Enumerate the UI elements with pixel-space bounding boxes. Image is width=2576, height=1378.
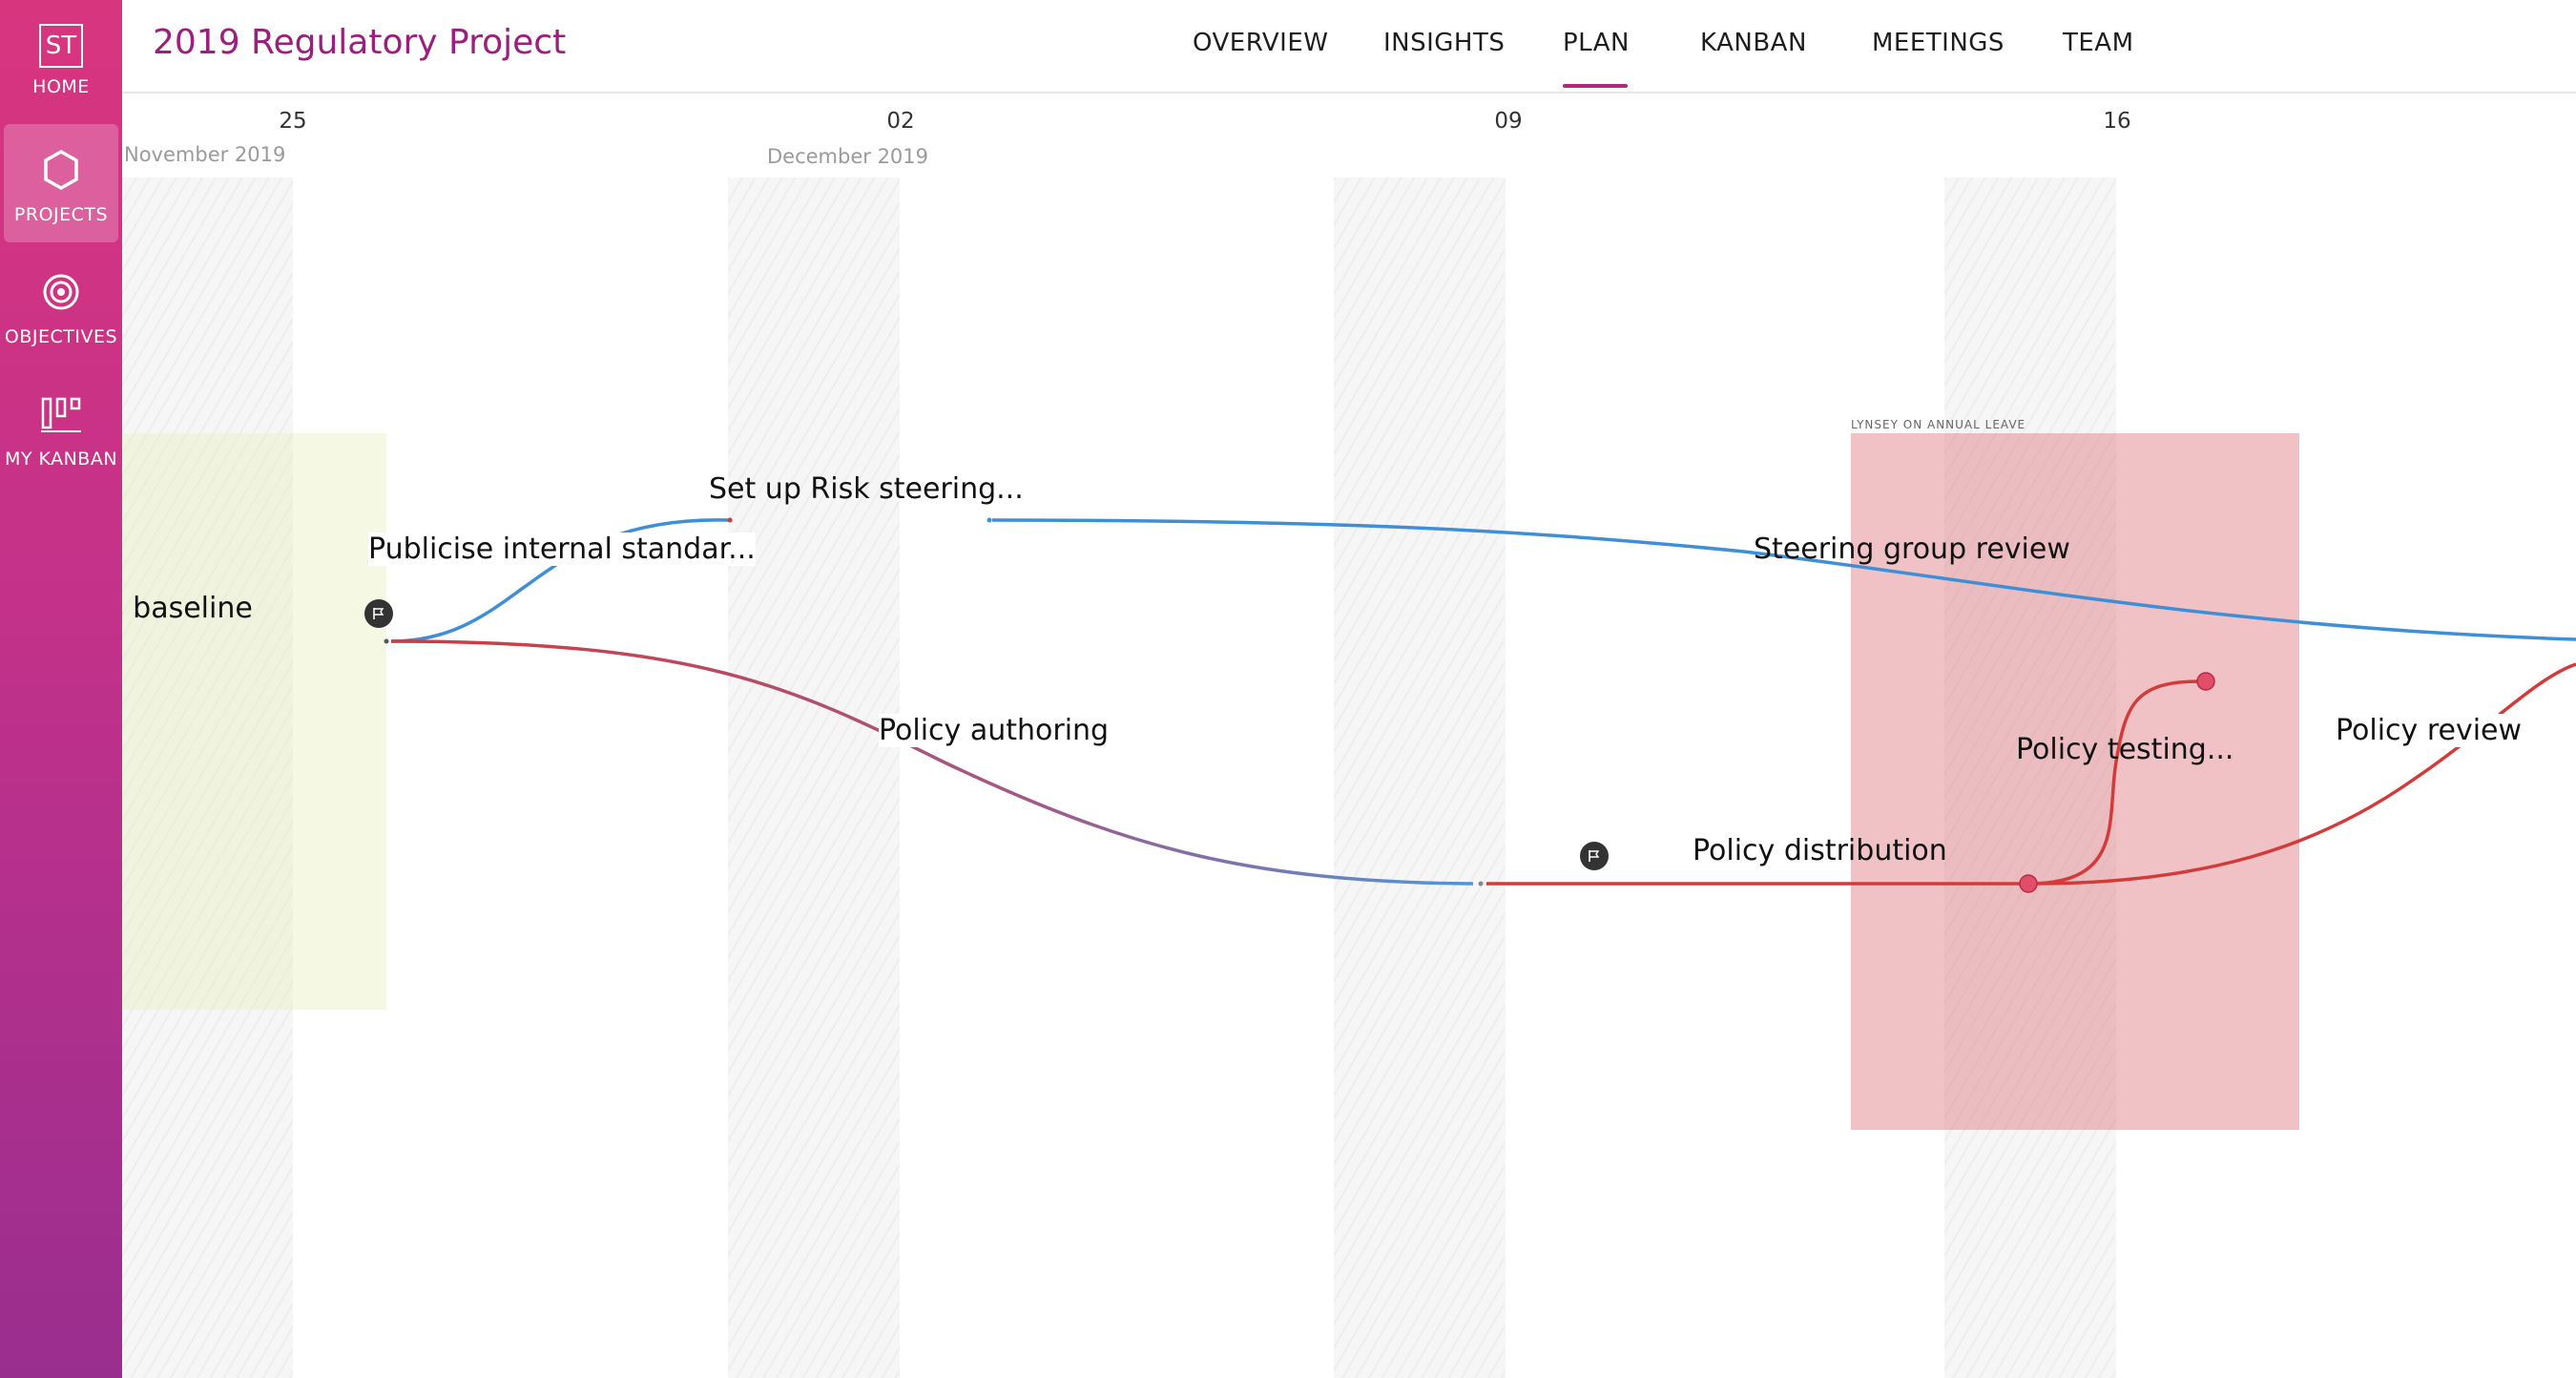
- weekend-column: [122, 177, 293, 1378]
- sidebar: ST HOME PROJECTS OBJECTIVES MY: [0, 0, 122, 1378]
- task-label-publicise[interactable]: Publicise internal standar...: [368, 532, 756, 566]
- tab-meetings[interactable]: MEETINGS: [1872, 29, 2005, 57]
- hexagon-icon: [36, 145, 86, 195]
- weekend-column: [1944, 177, 2116, 1378]
- task-label-policy-review[interactable]: Policy review: [2336, 714, 2523, 747]
- active-tab-indicator: [1563, 84, 1628, 88]
- task-label-policy-testing[interactable]: Policy testing...: [2016, 733, 2234, 766]
- tab-team[interactable]: TEAM: [2063, 29, 2134, 57]
- baseline-zone: [122, 433, 386, 1010]
- top-bar: 2019 Regulatory Project OVERVIEW INSIGHT…: [122, 0, 2576, 94]
- task-label-steering-review[interactable]: Steering group review: [1754, 532, 2070, 566]
- task-label-policy-authoring[interactable]: Policy authoring: [879, 714, 1110, 747]
- date-label: 02: [886, 109, 915, 134]
- task-node: [2196, 672, 2215, 691]
- milestone-flag-icon[interactable]: [1580, 842, 1609, 870]
- path-junction: [987, 517, 992, 523]
- tab-plan[interactable]: PLAN: [1563, 29, 1630, 57]
- month-label: November 2019: [124, 143, 286, 166]
- path-policy-authoring: [390, 639, 1474, 886]
- weekend-column: [728, 177, 900, 1378]
- task-label-risk-steering[interactable]: Set up Risk steering...: [709, 472, 1024, 506]
- tab-insights[interactable]: INSIGHTS: [1383, 29, 1506, 57]
- logo-icon: ST: [36, 21, 86, 71]
- date-label: 09: [1494, 109, 1523, 134]
- month-label: December 2019: [767, 145, 929, 168]
- milestone-flag-icon[interactable]: [364, 599, 393, 628]
- path-junction: [1478, 881, 1484, 887]
- sidebar-item-projects[interactable]: PROJECTS: [4, 124, 118, 242]
- task-paths: [122, 517, 2576, 893]
- sidebar-item-label: HOME: [32, 76, 90, 97]
- tab-kanban[interactable]: KANBAN: [1700, 29, 1807, 57]
- kanban-icon: [36, 389, 86, 439]
- sidebar-item-objectives[interactable]: OBJECTIVES: [4, 246, 118, 361]
- date-label: 25: [279, 109, 307, 134]
- date-label: 16: [2103, 109, 2131, 134]
- weekend-column: [1334, 177, 1506, 1378]
- path-policy-review: [2033, 662, 2576, 886]
- sidebar-item-my-kanban[interactable]: MY KANBAN: [4, 368, 118, 483]
- task-label-baseline[interactable]: s baseline: [122, 592, 253, 625]
- path-publicise: [390, 518, 729, 643]
- target-icon: [36, 267, 86, 317]
- path-junction: [727, 517, 733, 523]
- sidebar-item-home[interactable]: ST HOME: [4, 0, 118, 115]
- sidebar-item-label: MY KANBAN: [4, 449, 118, 470]
- sidebar-item-label: PROJECTS: [13, 204, 109, 225]
- path-steering-review: [991, 518, 2576, 641]
- plan-timeline[interactable]: 25 02 09 16 November 2019 December 2019 …: [122, 94, 2576, 1378]
- tab-overview[interactable]: OVERVIEW: [1193, 29, 1329, 57]
- page-title: 2019 Regulatory Project: [153, 23, 567, 62]
- logo-text: ST: [39, 24, 83, 68]
- annual-leave-zone: [1851, 433, 2299, 1130]
- path-junction: [384, 638, 389, 644]
- sidebar-item-label: OBJECTIVES: [4, 326, 118, 347]
- path-policy-testing: [2027, 679, 2201, 886]
- task-node: [2019, 874, 2038, 893]
- annual-leave-label: LYNSEY ON ANNUAL LEAVE: [1851, 418, 2026, 431]
- task-label-policy-distribution[interactable]: Policy distribution: [1693, 834, 1947, 867]
